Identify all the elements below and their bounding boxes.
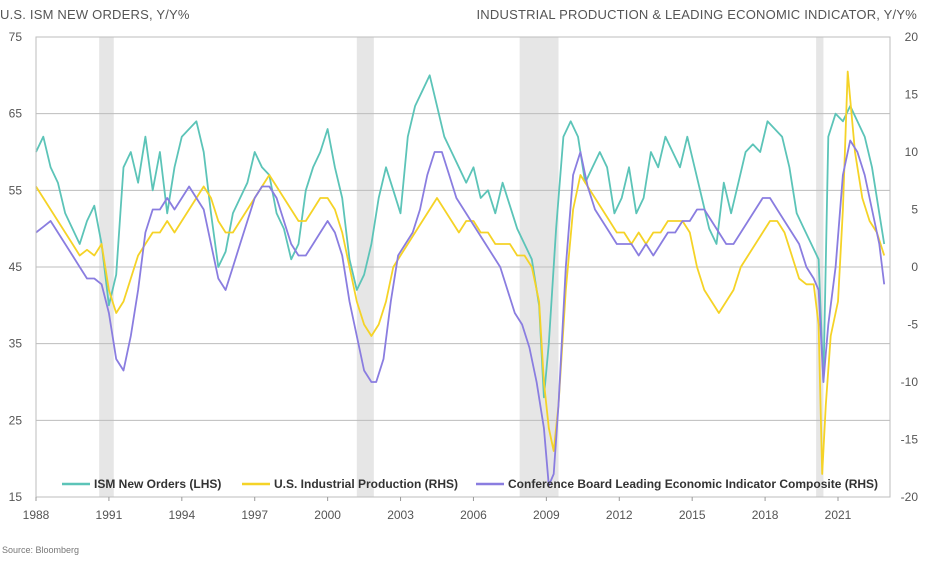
source-note: Source: Bloomberg [2,545,79,555]
right-tick-label: -20 [901,490,919,504]
left-tick-label: 25 [9,413,23,427]
right-tick-label: -10 [901,375,919,389]
right-axis-ticks: -20 -15 -10 -5 0 5 10 15 20 [901,30,919,504]
x-tick-label: 1994 [168,508,195,522]
x-tick-label: 1988 [23,508,50,522]
x-axis-ticks: 1988 1991 1994 1997 2000 2003 2006 2009 2012 2015… [23,497,852,522]
legend-item-ip[interactable]: U.S. Industrial Production (RHS) [242,477,458,491]
left-tick-label: 45 [9,260,23,274]
x-tick-label: 1997 [241,508,268,522]
legend: ISM New Orders (LHS) U.S. Industrial Pro… [62,477,878,491]
x-tick-label: 2009 [533,508,560,522]
series-line-ism [35,74,886,399]
legend-item-lei[interactable]: Conference Board Leading Economic Indica… [476,477,878,491]
right-tick-label: 5 [911,203,918,217]
x-tick-label: 2018 [752,508,779,522]
series-line-lei [35,139,886,487]
right-tick-label: 0 [911,260,918,274]
legend-label-lei: Conference Board Leading Economic Indica… [508,477,878,491]
x-tick-label: 2021 [825,508,852,522]
x-tick-label: 2000 [314,508,341,522]
x-tick-label: 2015 [679,508,706,522]
left-axis-ticks: 15 25 35 45 55 65 75 [9,30,23,504]
left-tick-label: 15 [9,490,23,504]
right-tick-label: -5 [907,318,918,332]
legend-item-ism[interactable]: ISM New Orders (LHS) [62,477,221,491]
x-tick-label: 1991 [96,508,123,522]
series-lines [35,70,886,487]
right-tick-label: 10 [905,145,919,159]
x-tick-label: 2012 [606,508,633,522]
right-axis-title: INDUSTRIAL PRODUCTION & LEADING ECONOMIC… [477,7,918,22]
series-line-ip [35,70,886,475]
left-tick-label: 75 [9,30,23,44]
plot-frame [35,36,891,498]
left-tick-label: 55 [9,183,23,197]
left-tick-label: 65 [9,107,23,121]
right-tick-label: 15 [905,88,919,102]
right-tick-label: 20 [905,30,919,44]
x-tick-label: 2003 [387,508,414,522]
gridlines [36,113,890,421]
legend-label-ip: U.S. Industrial Production (RHS) [274,477,458,491]
left-axis-title: U.S. ISM NEW ORDERS, Y/Y% [0,7,190,22]
legend-label-ism: ISM New Orders (LHS) [94,477,221,491]
x-tick-label: 2006 [460,508,487,522]
right-tick-label: -15 [901,433,919,447]
left-tick-label: 35 [9,337,23,351]
